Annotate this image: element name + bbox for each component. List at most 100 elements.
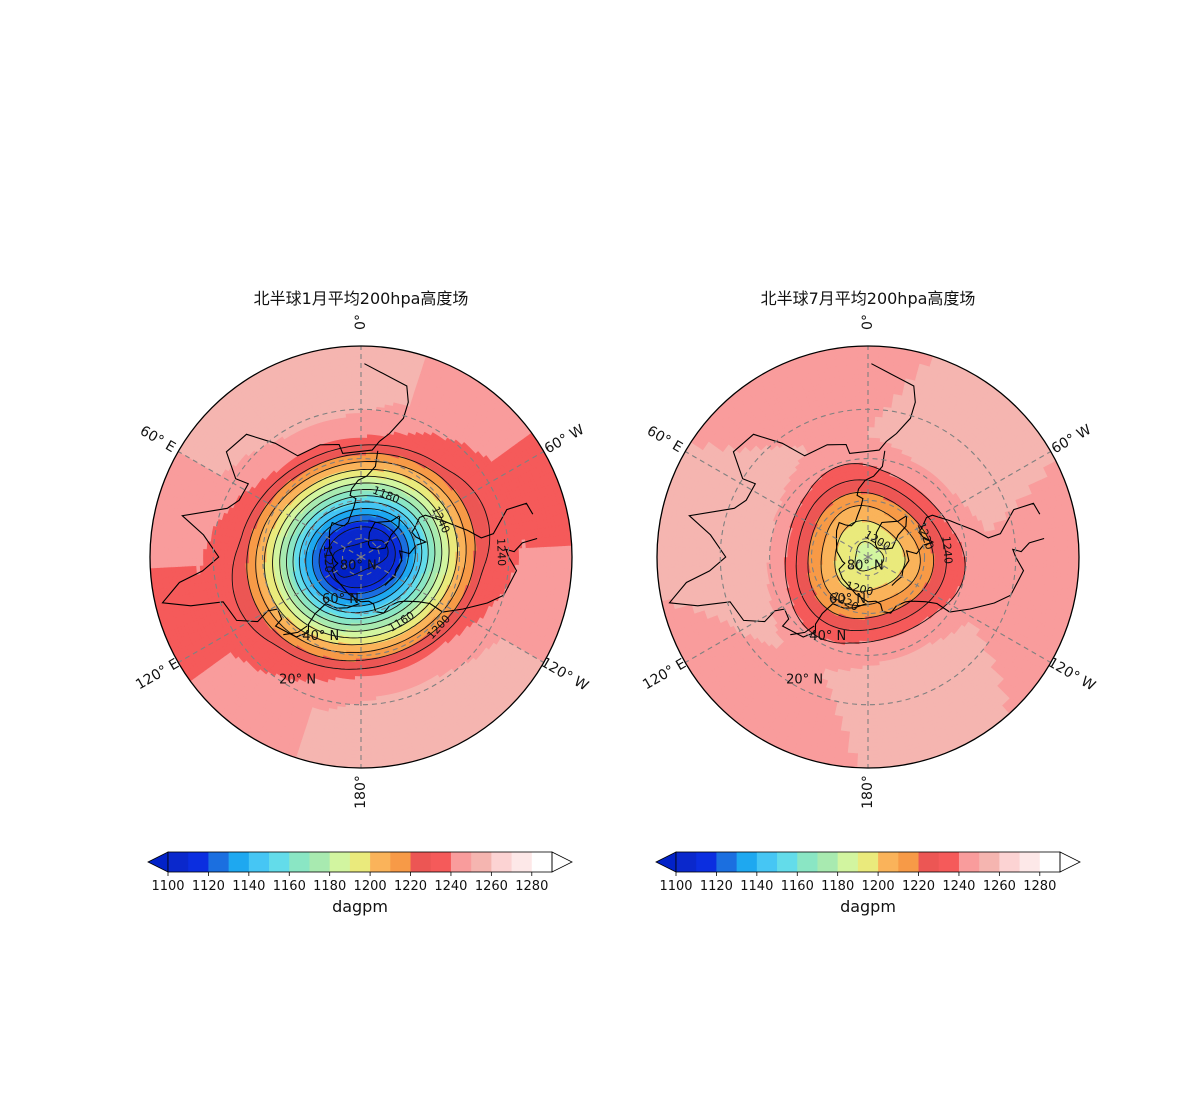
contour-fill-cell — [357, 627, 361, 631]
contour-fill-cell — [354, 420, 361, 424]
contour-fill-cell — [361, 483, 365, 487]
contour-fill-cell — [477, 557, 481, 563]
contour-fill-cell — [364, 620, 368, 624]
contour-fill-cell — [294, 554, 298, 558]
contour-fill-cell — [355, 437, 361, 441]
contour-fill-cell — [354, 490, 358, 494]
contour-fill-cell — [354, 683, 361, 687]
contour-fill-cell — [357, 638, 361, 642]
contour-fill-cell — [361, 416, 368, 420]
contour-fill-cell — [266, 552, 270, 557]
contour-fill-cell — [294, 557, 298, 561]
contour-fill-cell — [470, 551, 474, 557]
contour-fill-cell — [353, 627, 357, 631]
contour-fill-cell — [361, 687, 368, 691]
contour-fill-cell — [356, 645, 361, 649]
contour-fill-cell — [480, 557, 484, 563]
contour-fill-cell — [452, 557, 456, 562]
contour-fill-cell — [361, 669, 367, 673]
contour-fill-cell — [357, 473, 361, 477]
contour-fill-cell — [361, 683, 368, 687]
contour-fill-cell — [273, 557, 277, 562]
contour-fill-cell — [287, 557, 291, 561]
contour-fill-cell — [241, 557, 245, 563]
map-panel-1: 北半球1月平均200hpa高度场118012401240120011601120… — [133, 289, 591, 916]
contour-fill-cell — [354, 680, 361, 684]
contour-fill-cell — [354, 423, 361, 427]
contour-fill-cell — [249, 557, 253, 563]
contour-fill-cell — [355, 662, 361, 666]
contour-fill-cell — [480, 551, 484, 557]
contour-fill-cell — [294, 560, 298, 564]
contour-fill-cell — [361, 691, 368, 695]
contour-fill-cell — [354, 698, 362, 702]
contour-fill-cell — [424, 550, 428, 554]
contour-fill-cell — [361, 430, 368, 434]
contour-fill-cell — [357, 624, 361, 628]
contour-fill-cell — [445, 552, 449, 557]
contour-fill-cell — [241, 551, 245, 557]
contour-fill-cell — [220, 557, 224, 564]
contour-fill-cell — [354, 416, 361, 420]
contour-fill-cell — [354, 413, 362, 417]
contour-fill-cell — [227, 557, 231, 564]
contour-fill-cell — [361, 662, 367, 666]
contour-fill-cell — [491, 550, 495, 557]
contour-fill-cell — [361, 680, 368, 684]
contour-fill-cell — [361, 434, 367, 438]
contour-fill-cell — [403, 555, 407, 557]
contour-fill-cell — [355, 669, 361, 673]
contour-fill-cell — [227, 550, 231, 557]
contour-fill-cell — [354, 430, 361, 434]
contour-fill-cell — [280, 557, 284, 561]
contour-fill-cell — [361, 437, 367, 441]
contour-fill-cell — [477, 551, 481, 557]
contour-fill-cell — [354, 691, 361, 695]
contour-fill-cell — [466, 557, 470, 563]
contour-fill-cell — [487, 557, 491, 564]
contour-fill-cell — [355, 676, 361, 680]
contour-fill-cell — [470, 557, 474, 563]
contour-fill-cell — [287, 561, 291, 565]
contour-fill-cell — [231, 550, 235, 557]
contour-fill-cell — [431, 549, 435, 553]
contour-fill-cell — [449, 557, 453, 562]
contour-fill-cell — [365, 483, 369, 487]
contour-fill-cell — [308, 557, 312, 560]
contour-fill-cell — [361, 420, 368, 424]
contour-fill-cell — [360, 539, 361, 543]
contour-fill-cell — [361, 694, 368, 698]
contour-fill-cell — [238, 557, 242, 563]
contour-fill-cell — [355, 673, 361, 677]
contour-fill-cell — [238, 551, 242, 557]
contour-fill-cell — [252, 557, 256, 563]
contour-fill-cell — [421, 550, 425, 554]
contour-fill-cell — [315, 557, 319, 559]
contour-fill-cell — [452, 552, 456, 557]
contour-fill-cell — [466, 551, 470, 557]
contour-fill-cell — [361, 423, 368, 427]
contour-fill-cell — [435, 557, 439, 561]
contour-fill-cell — [354, 687, 361, 691]
contour-fill-cell — [356, 648, 361, 652]
contour-fill-cell — [252, 551, 256, 557]
contour-fill-cell — [424, 554, 428, 558]
contour-fill-cell — [361, 441, 367, 445]
contour-fill-cell — [442, 557, 446, 561]
contour-fill-cell — [361, 638, 365, 642]
contour-fill-cell — [361, 427, 368, 431]
contour-fill-cell — [287, 553, 291, 557]
contour-fill-cell — [220, 550, 224, 557]
contour-fill-cell — [291, 557, 295, 561]
contour-fill-cell — [361, 466, 366, 470]
contour-fill-cell — [410, 554, 414, 557]
contour-fill-cell — [361, 462, 366, 466]
contour-fill-cell — [442, 553, 446, 557]
contour-fill-cell — [224, 550, 228, 557]
contour-fill-cell — [355, 434, 361, 438]
contour-fill-cell — [354, 427, 361, 431]
contour-fill-cell — [361, 676, 367, 680]
contour-fill-cell — [361, 698, 369, 702]
contour-fill-cell — [361, 673, 367, 677]
